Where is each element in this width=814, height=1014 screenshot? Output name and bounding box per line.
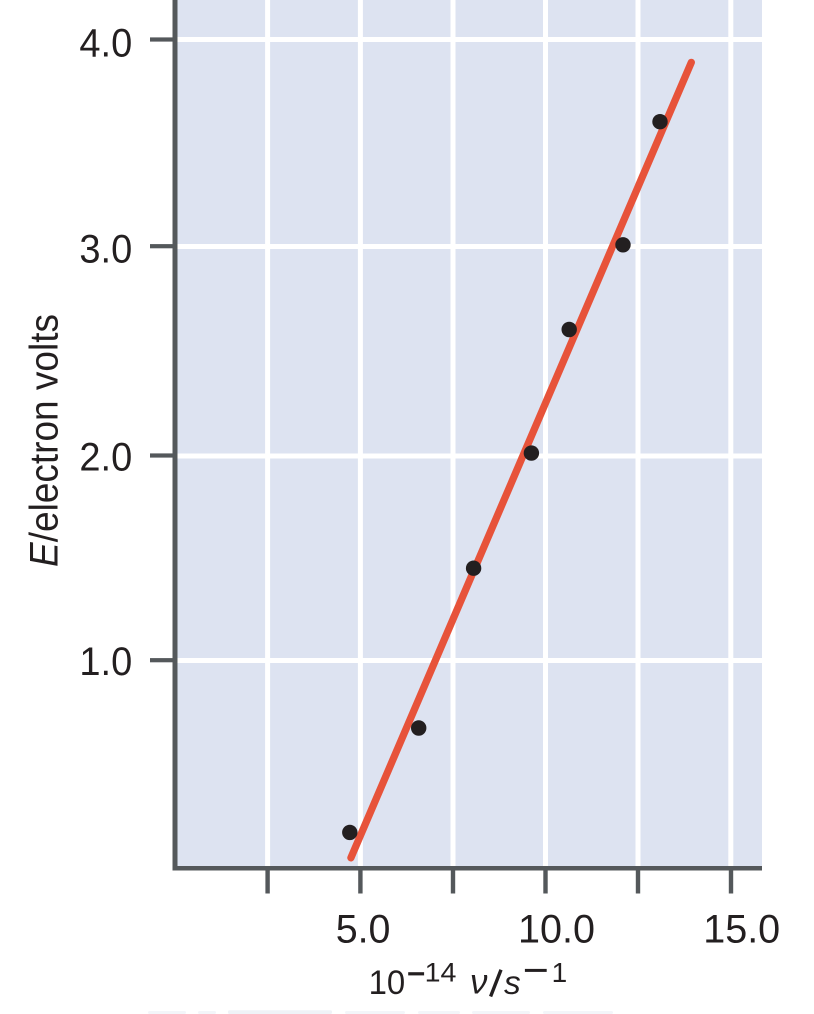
svg-text:5.0: 5.0 [336, 908, 391, 952]
svg-text:2.0: 2.0 [79, 435, 132, 479]
svg-text:3.0: 3.0 [79, 228, 132, 272]
svg-text:s: s [504, 965, 521, 1002]
svg-text:15.0: 15.0 [703, 908, 780, 952]
svg-text:10: 10 [369, 964, 406, 1002]
svg-text:4.0: 4.0 [79, 21, 132, 65]
svg-text:14: 14 [425, 957, 457, 987]
svg-text:1: 1 [552, 957, 568, 988]
svg-text:1.0: 1.0 [79, 640, 132, 684]
svg-text:ν: ν [470, 963, 488, 1002]
svg-text:10.0: 10.0 [518, 908, 595, 952]
svg-text:E/electron volts: E/electron volts [23, 314, 67, 567]
